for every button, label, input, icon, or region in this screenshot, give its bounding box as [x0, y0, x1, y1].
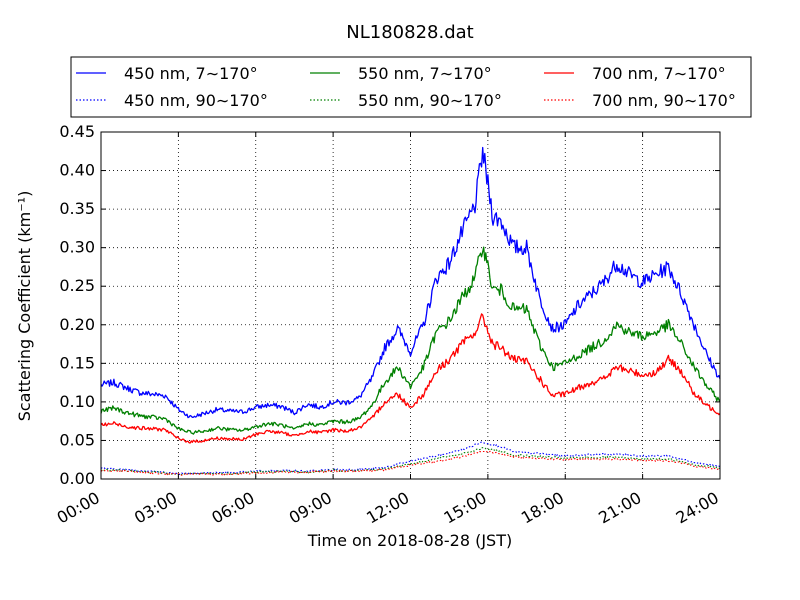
y-tick-label: 0.35	[59, 199, 95, 218]
y-tick-label: 0.25	[59, 276, 95, 295]
y-tick-label: 0.15	[59, 353, 95, 372]
legend: 450 nm, 7∼170° 450 nm, 90∼170° 550 nm, 7∼1…	[70, 56, 752, 118]
series-line-450-nm-7-170	[100, 146, 721, 419]
legend-label: 550 nm, 7∼170°	[358, 64, 492, 83]
y-tick-label: 0.40	[59, 161, 95, 180]
legend-box	[70, 56, 752, 118]
y-tick-label: 0.00	[59, 469, 95, 488]
series-line-700-nm-7-170	[100, 313, 721, 444]
legend-label: 550 nm, 90∼170°	[358, 91, 502, 110]
x-tick-label: 03:00	[131, 488, 180, 528]
legend-label: 700 nm, 90∼170°	[592, 91, 736, 110]
x-tick-label: 24:00	[673, 488, 722, 528]
y-tick-label: 0.30	[59, 238, 95, 257]
x-tick-label: 00:00	[54, 488, 103, 528]
series-line-550-nm-7-170	[100, 246, 721, 435]
series-line-450-nm-90-170-dotted	[100, 441, 721, 475]
x-tick-label: 12:00	[363, 488, 412, 528]
legend-label: 450 nm, 90∼170°	[124, 91, 268, 110]
series-line-550-nm-90-170-dotted	[100, 447, 721, 476]
legend-label: 450 nm, 7∼170°	[124, 64, 258, 83]
y-tick-label: 0.10	[59, 392, 95, 411]
x-tick-label: 09:00	[286, 488, 335, 528]
x-tick-label: 15:00	[440, 488, 489, 528]
x-axis-label: Time on 2018-08-28 (JST)	[307, 531, 512, 550]
series-lines	[100, 146, 721, 476]
grid	[101, 132, 720, 479]
x-tick-label: 06:00	[208, 488, 257, 528]
x-tick-label: 21:00	[595, 488, 644, 528]
chart-title: NL180828.dat	[346, 22, 473, 43]
y-axis-label: Scattering Coefficient (km⁻¹)	[15, 191, 34, 422]
y-tick-label: 0.45	[59, 122, 95, 141]
legend-label: 700 nm, 7∼170°	[592, 64, 726, 83]
y-tick-label: 0.05	[59, 430, 95, 449]
x-tick-label: 18:00	[518, 488, 567, 528]
y-tick-label: 0.20	[59, 315, 95, 334]
